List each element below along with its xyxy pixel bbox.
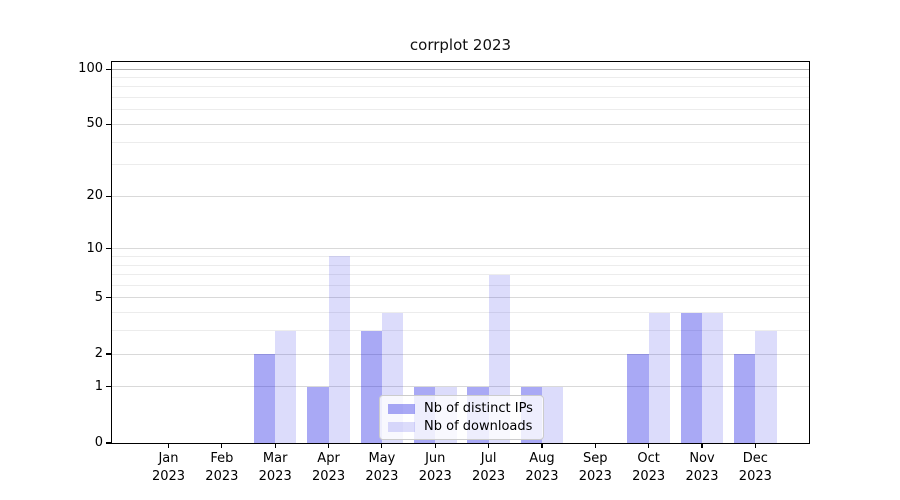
gridline-major — [112, 123, 809, 125]
plot-area: Nb of distinct IPs Nb of downloads 0 1 2 5 1… — [78, 61, 810, 484]
y-axis-tick — [106, 68, 111, 70]
gridline-minor — [112, 264, 809, 266]
x-tick-label: Feb 2023 — [205, 451, 239, 484]
x-axis-tick — [434, 443, 436, 448]
legend: Nb of distinct IPs Nb of downloads — [379, 395, 544, 440]
gridline-minor — [112, 97, 809, 99]
gridline-minor — [112, 141, 809, 143]
legend-item: Nb of downloads — [388, 419, 533, 434]
x-axis-tick — [701, 443, 703, 448]
gridline-major — [112, 248, 809, 250]
gridline-minor — [112, 284, 809, 286]
x-tick-label: Jan 2023 — [151, 451, 186, 484]
bar-distinct-ips-4 — [307, 386, 329, 443]
x-tick-label: Jul 2023 — [472, 451, 506, 484]
x-axis-tick — [541, 443, 543, 448]
x-tick-label: Jun 2023 — [418, 451, 452, 484]
gridline-minor — [112, 274, 809, 276]
y-tick-label: 5 — [94, 289, 103, 305]
x-axis-tick — [754, 443, 756, 448]
y-axis-tick — [106, 248, 111, 250]
bar-distinct-ips-3 — [253, 354, 276, 443]
y-tick-label: 10 — [86, 240, 103, 256]
x-axis-tick — [648, 443, 650, 448]
y-tick-label: 50 — [86, 116, 103, 132]
gridline-minor — [112, 164, 809, 166]
y-axis-tick — [106, 442, 111, 444]
x-tick-label: Oct 2023 — [632, 451, 666, 484]
y-tick-label: 20 — [86, 188, 103, 204]
legend-label: Nb of distinct IPs — [424, 401, 533, 416]
x-tick-label: Apr 2023 — [312, 451, 346, 484]
legend-swatch-distinct-ips — [388, 403, 415, 414]
bar-downloads-3 — [275, 330, 297, 443]
x-axis-tick — [221, 443, 223, 448]
y-axis-tick — [106, 195, 111, 197]
bar-distinct-ips-10 — [627, 354, 649, 443]
legend-item: Nb of distinct IPs — [388, 401, 533, 416]
x-tick-label: Nov 2023 — [685, 451, 719, 484]
y-tick-label: 1 — [94, 378, 103, 394]
bar-downloads-10 — [648, 312, 670, 443]
gridline-major — [112, 353, 809, 355]
x-tick-label: Aug 2023 — [525, 451, 559, 484]
gridline-major — [112, 297, 809, 299]
x-axis-tick — [327, 443, 330, 448]
x-tick-label: Dec 2023 — [738, 451, 772, 484]
x-tick-label: Sep 2023 — [578, 451, 612, 484]
y-axis-tick — [106, 123, 111, 126]
gridline-minor — [112, 330, 809, 332]
bar-downloads-11 — [702, 312, 724, 443]
y-axis-tick — [106, 297, 111, 299]
x-axis-tick — [488, 443, 490, 448]
bar-downloads-4 — [328, 256, 350, 443]
gridline-minor — [112, 77, 809, 79]
x-axis-tick — [167, 443, 170, 448]
gridline-minor — [112, 86, 809, 88]
x-axis-tick — [594, 443, 596, 448]
gridline-minor — [112, 109, 809, 111]
gridline-minor — [112, 255, 809, 257]
bar-downloads-12 — [755, 330, 777, 443]
bar-distinct-ips-12 — [734, 354, 756, 443]
x-axis-tick — [274, 443, 276, 448]
y-tick-label: 100 — [78, 61, 103, 77]
bar-distinct-ips-11 — [680, 312, 702, 443]
gridline-major — [112, 386, 809, 388]
y-axis-tick — [106, 386, 111, 388]
chart-title: corrplot 2023 — [409, 36, 512, 54]
gridline-major — [112, 68, 809, 70]
gridline-major — [112, 195, 809, 197]
legend-label: Nb of downloads — [424, 419, 533, 434]
x-axis-tick — [381, 443, 383, 448]
y-tick-label: 2 — [94, 346, 103, 361]
y-tick-label: 0 — [94, 435, 103, 450]
x-tick-label: Mar 2023 — [258, 451, 292, 484]
bar-distinct-ips-5 — [360, 330, 382, 443]
y-axis-tick — [106, 353, 111, 355]
x-tick-label: May 2023 — [365, 451, 399, 484]
legend-swatch-downloads — [388, 421, 415, 432]
bar-downloads-8 — [541, 386, 564, 443]
gridline-minor — [112, 312, 809, 314]
